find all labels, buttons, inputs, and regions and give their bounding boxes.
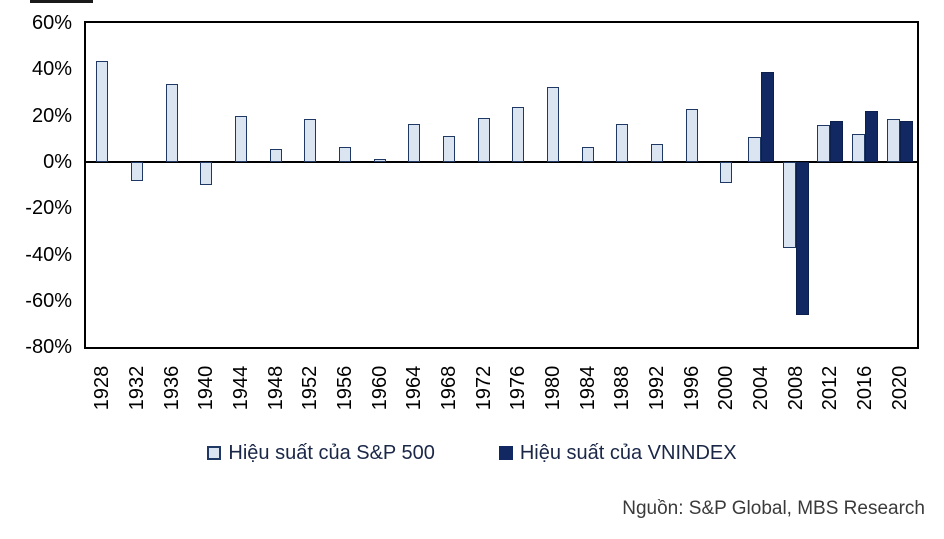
y-tick-label: -80% — [25, 336, 72, 359]
plot-area-border — [84, 21, 919, 349]
bar-sp500-1976 — [512, 106, 525, 162]
x-year-label-1988: 1988 — [611, 365, 634, 411]
y-tick-label: -60% — [25, 289, 72, 312]
bar-sp500-1996 — [685, 108, 698, 162]
legend-label-vnindex: Hiệu suất của VNINDEX — [519, 441, 737, 464]
source-attribution: Nguồn: S&P Global, MBS Research — [622, 498, 925, 519]
y-tick-label: 60% — [31, 12, 72, 35]
x-year-label-1936: 1936 — [160, 365, 183, 411]
bar-vnindex-2004 — [761, 72, 774, 162]
x-year-label-1980: 1980 — [542, 365, 564, 411]
sp500-swatch-icon — [207, 446, 222, 460]
x-year-label-1968: 1968 — [438, 365, 460, 411]
bar-sp500-1952 — [304, 119, 317, 162]
bar-sp500-1984 — [581, 147, 594, 162]
bar-sp500-2004 — [748, 136, 761, 162]
x-year-label-2016: 2016 — [854, 365, 876, 411]
bar-vnindex-2008 — [795, 162, 809, 315]
x-year-label-1964: 1964 — [403, 365, 426, 411]
bar-sp500-2008 — [782, 162, 796, 248]
bar-sp500-1944 — [235, 116, 247, 162]
bar-sp500-1940 — [200, 162, 213, 185]
bar-sp500-1928 — [96, 61, 109, 162]
legend: Hiệu suất của S&P 500 Hiệu suất của VNIN… — [0, 438, 944, 468]
x-year-label-2000: 2000 — [715, 365, 738, 411]
bar-sp500-1992 — [651, 144, 663, 162]
x-year-label-1940: 1940 — [195, 365, 218, 411]
bar-vnindex-2016 — [865, 111, 878, 162]
bar-sp500-1964 — [408, 123, 421, 162]
legend-label-sp500: Hiệu suất của S&P 500 — [228, 441, 435, 464]
bar-sp500-1948 — [269, 149, 282, 162]
bar-sp500-1932 — [131, 162, 143, 181]
bar-sp500-2020 — [886, 119, 900, 162]
x-year-label-1976: 1976 — [507, 365, 530, 411]
x-year-label-2012: 2012 — [819, 365, 842, 411]
x-year-label-2020: 2020 — [888, 365, 911, 411]
x-year-label-1952: 1952 — [299, 365, 322, 411]
x-year-label-1960: 1960 — [368, 365, 391, 411]
bar-vnindex-2012 — [830, 120, 844, 162]
bar-sp500-1980 — [547, 86, 559, 162]
x-year-label-2004: 2004 — [750, 365, 772, 411]
y-tick-label: -40% — [25, 243, 72, 266]
x-year-label-1944: 1944 — [230, 365, 252, 411]
y-tick-label: 20% — [31, 104, 72, 127]
x-year-label-2008: 2008 — [784, 365, 807, 411]
bar-sp500-1988 — [616, 123, 629, 162]
y-tick-label: 40% — [31, 58, 72, 81]
legend-item-sp500: Hiệu suất của S&P 500 — [207, 441, 435, 465]
bar-sp500-2012 — [817, 124, 831, 162]
bar-sp500-1936 — [165, 83, 178, 162]
bar-sp500-2016 — [852, 134, 865, 162]
bar-vnindex-2020 — [899, 121, 913, 162]
y-tick-label: 0% — [43, 151, 72, 173]
bar-sp500-1960 — [373, 159, 386, 162]
bar-sp500-1956 — [339, 146, 351, 162]
x-year-label-1984: 1984 — [576, 365, 599, 411]
bar-sp500-1968 — [443, 136, 455, 162]
vnindex-swatch-icon — [498, 446, 513, 460]
x-year-label-1948: 1948 — [264, 365, 287, 411]
x-year-label-1992: 1992 — [646, 365, 668, 411]
zero-axis-line — [84, 161, 919, 163]
bar-sp500-1972 — [477, 118, 490, 162]
x-year-label-1972: 1972 — [472, 365, 495, 411]
x-year-label-1932: 1932 — [126, 365, 148, 411]
bar-sp500-2000 — [720, 162, 733, 184]
x-year-label-1956: 1956 — [334, 365, 356, 411]
x-year-label-1928: 1928 — [91, 365, 114, 411]
crop-artifact-line — [30, 0, 93, 3]
x-year-label-1996: 1996 — [680, 365, 703, 411]
y-tick-label: -20% — [25, 197, 72, 220]
legend-item-vnindex: Hiệu suất của VNINDEX — [498, 441, 737, 465]
